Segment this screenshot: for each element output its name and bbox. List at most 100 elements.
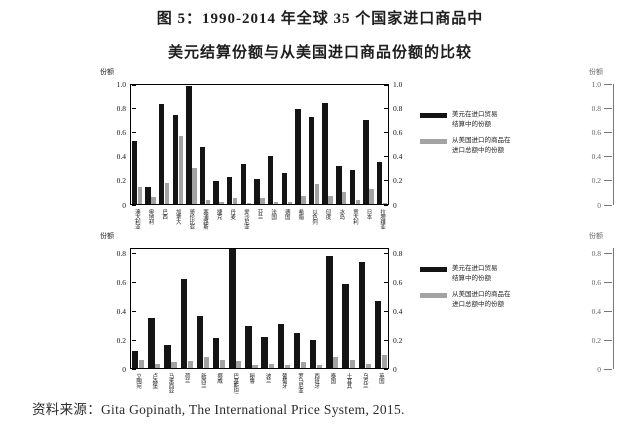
legend-swatch-black xyxy=(420,267,447,272)
country-label: 波兰 xyxy=(264,373,271,383)
country-label: 泰国 xyxy=(329,373,336,383)
bar-usd-settlement-share xyxy=(180,278,187,368)
legend-item-usd-settlement: 美元在进口贸易 结算中的份额 xyxy=(420,264,550,284)
y-tick-label-left: 0 xyxy=(122,364,126,374)
figure-title-line1: 图 5：1990-2014 年全球 35 个国家进口商品中 xyxy=(156,11,484,27)
legend-item-usd-settlement: 美元在进口贸易 结算中的份额 xyxy=(420,110,550,130)
bar-imports-from-us-share xyxy=(203,356,209,368)
bar-usd-settlement-share xyxy=(374,301,382,368)
bar-imports-from-us-share xyxy=(365,363,371,368)
bar-usd-settlement-share xyxy=(322,102,328,204)
right-fragment-tick-mark xyxy=(604,204,612,206)
country-label: 德国 xyxy=(283,209,290,219)
bar-usd-settlement-share xyxy=(186,86,192,204)
right-fragment-tick-mark xyxy=(604,310,612,312)
y-tick-label-right: 0.4 xyxy=(393,306,403,316)
legend-text-usd-settlement: 美元在进口贸易 结算中的份额 xyxy=(452,110,498,130)
y-tick-label-left: 0.2 xyxy=(116,335,126,345)
right-fragment-axis-line xyxy=(613,248,614,369)
legend-swatch-gray xyxy=(420,139,447,145)
legend-text-us-imports: 从美国进口的商品在 进口总额中的份额 xyxy=(452,136,511,156)
right-fragment-axis-line xyxy=(613,84,614,205)
bar-imports-from-us-share xyxy=(284,365,290,368)
y-axis-label-left: 份额 xyxy=(100,232,114,240)
bar-imports-from-us-share xyxy=(381,355,388,368)
y-tick-label-left: 0.6 xyxy=(116,278,126,288)
country-label: 荷兰 xyxy=(183,373,190,383)
bar-imports-from-us-share xyxy=(246,202,252,204)
country-label: 挪威 xyxy=(216,373,223,383)
country-label: 巴基斯坦 xyxy=(232,373,239,393)
y-tick-label-left: 0.8 xyxy=(116,249,126,259)
bar-imports-from-us-share xyxy=(205,200,211,204)
y-tick-label-right: 0 xyxy=(393,200,397,210)
y-tick-label-right: 0.6 xyxy=(393,278,403,288)
bar-imports-from-us-share xyxy=(369,188,374,204)
right-fragment-tick-mark xyxy=(604,84,612,85)
bar-imports-from-us-share xyxy=(236,360,242,368)
country-label: 罗马尼亚 xyxy=(296,373,303,393)
y-tick-mark-right xyxy=(383,253,388,255)
bar-imports-from-us-share xyxy=(268,363,274,368)
country-label: 日本 xyxy=(365,209,372,219)
y-tick-label-left: 0.2 xyxy=(116,176,126,186)
legend-text-usd-settlement: 美元在进口贸易 结算中的份额 xyxy=(452,264,498,284)
cropped-right-axis-fragment: 份额 0.8 0.6 0.4 0.2 0 xyxy=(583,233,640,373)
country-label: 立陶宛 xyxy=(135,373,142,388)
y-tick-mark-right xyxy=(383,156,388,158)
right-fragment-tick-label: 0.2 xyxy=(591,335,601,345)
bar-imports-from-us-share xyxy=(220,359,226,368)
y-tick-label-right: 0.8 xyxy=(393,103,403,113)
legend-item-us-imports: 从美国进口的商品在 进口总额中的份额 xyxy=(420,136,550,156)
y-tick-mark-left xyxy=(131,204,136,206)
bar-imports-from-us-share xyxy=(155,363,161,368)
source-citation: 资料来源：Gita Gopinath, The International Pr… xyxy=(32,402,405,417)
bar-imports-from-us-share xyxy=(137,187,142,204)
bar-imports-from-us-share xyxy=(328,195,333,204)
y-tick-label-left: 0.4 xyxy=(116,306,126,316)
country-label: 西班牙 xyxy=(313,373,320,388)
bar-imports-from-us-share xyxy=(349,359,355,368)
bar-imports-from-us-share xyxy=(151,196,156,204)
country-label: 卢森堡 xyxy=(151,373,158,388)
country-label: 哥伦比亚 xyxy=(188,209,195,229)
bar-imports-from-us-share xyxy=(314,183,320,204)
legend-line: 美元在进口贸易 xyxy=(452,111,498,118)
legend-swatch-black xyxy=(420,113,447,118)
figure-title-line2: 美元结算份额与从美国进口商品份额的比较 xyxy=(167,45,472,61)
y-tick-label-left: 1.0 xyxy=(116,79,126,89)
bar-usd-settlement-share xyxy=(131,140,138,204)
country-label: 爱沙尼亚 xyxy=(242,209,249,229)
y-tick-label-right: 1.0 xyxy=(393,79,403,89)
usd-invoicing-bar-chart-bottom: 份额 0.8 0.8 0.6 0.6 0.4 0.4 0.2 0.2 0 0 立陶宛 卢森堡 马来西亚 荷兰… xyxy=(100,233,614,393)
y-tick-label-left: 0 xyxy=(122,200,126,210)
bar-usd-settlement-share xyxy=(326,256,333,368)
country-label: 秘鲁 xyxy=(248,373,255,383)
country-label: 葡萄牙 xyxy=(280,373,287,388)
right-fragment-tick-label: 0.8 xyxy=(591,103,601,113)
bar-usd-settlement-share xyxy=(158,104,165,204)
country-label: 冰岛 xyxy=(338,209,345,219)
legend-item-us-imports: 从美国进口的商品在 进口总额中的份额 xyxy=(420,290,550,310)
country-label: 拉脱维亚 xyxy=(379,209,386,229)
plot-area-border xyxy=(130,84,389,205)
bar-usd-settlement-share xyxy=(213,181,219,204)
country-label: 印度 xyxy=(324,209,331,219)
right-fragment-tick-label: 0 xyxy=(597,200,601,210)
right-fragment-tick-mark xyxy=(604,107,612,109)
legend-line: 进口总额中的份额 xyxy=(452,301,504,309)
legend-line: 美元在进口贸易 xyxy=(452,265,498,272)
right-fragment-tick-label: 0 xyxy=(597,364,601,374)
bar-imports-from-us-share xyxy=(171,362,177,368)
y-tick-label-left: 0.4 xyxy=(116,152,126,162)
bar-usd-settlement-share xyxy=(148,318,155,368)
y-tick-mark-right xyxy=(383,339,388,341)
legend-line: 从美国进口的商品在 xyxy=(452,291,511,299)
bar-imports-from-us-share xyxy=(178,136,183,204)
bar-usd-settlement-share xyxy=(342,284,349,368)
right-fragment-tick-mark xyxy=(604,253,612,255)
y-tick-label-right: 0 xyxy=(393,364,397,374)
country-label: 以色列 xyxy=(311,209,318,224)
bar-imports-from-us-share xyxy=(342,192,347,204)
y-tick-mark-right xyxy=(383,368,388,370)
